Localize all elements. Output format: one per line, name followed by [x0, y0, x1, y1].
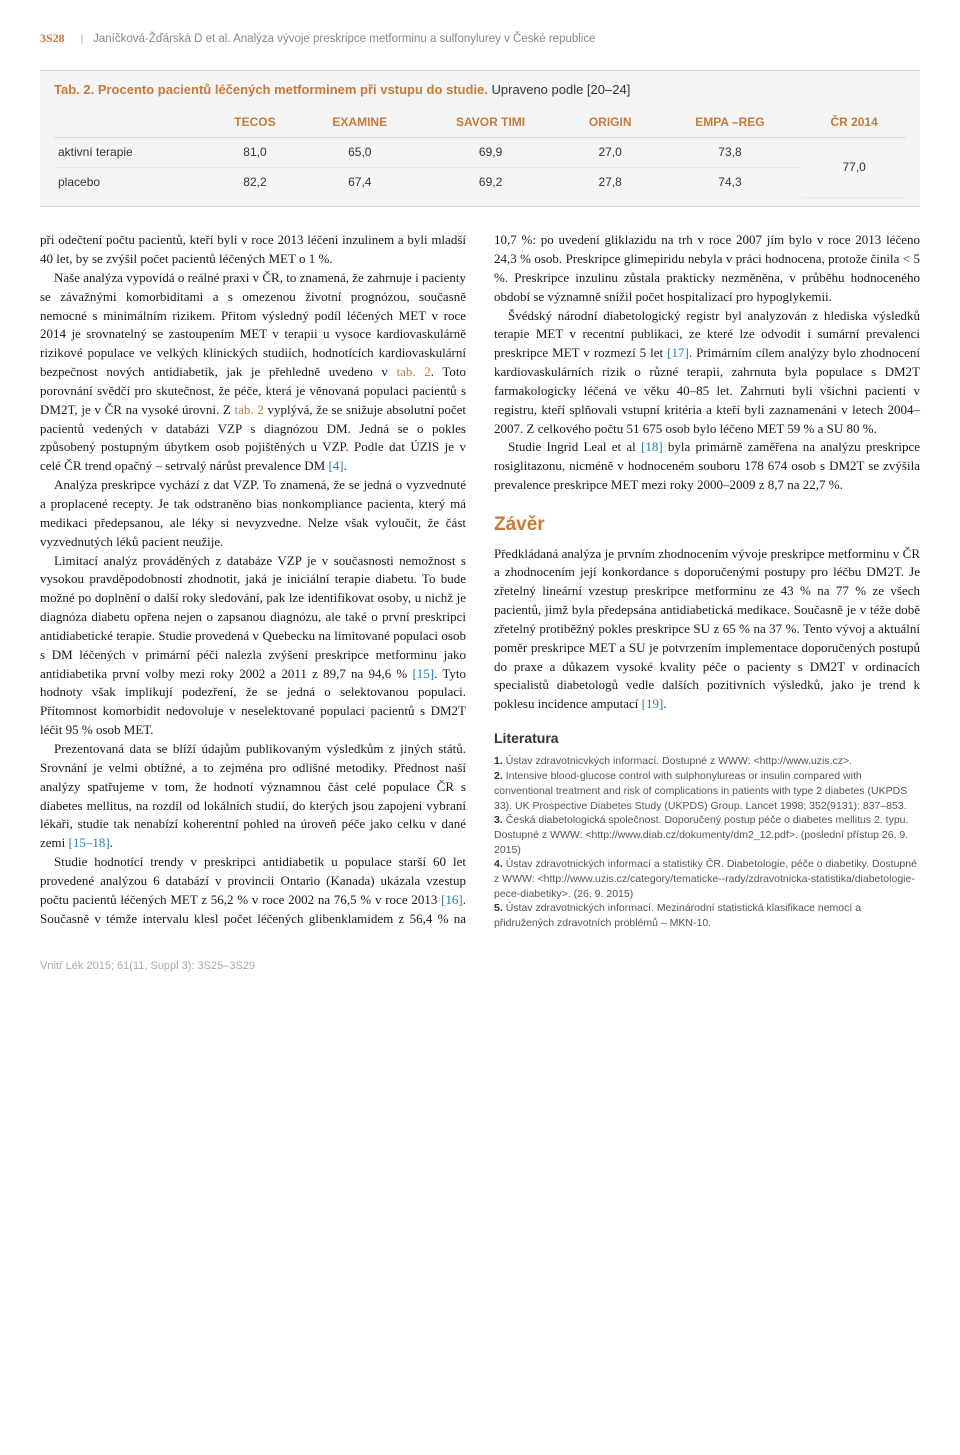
header-divider: |	[81, 30, 83, 47]
paragraph: Švédský národní diabetologický registr b…	[494, 307, 920, 439]
ref-citation: [15]	[412, 666, 434, 681]
literature-item: 5. Ústav zdravotnických informací. Mezin…	[494, 901, 920, 930]
ref-citation: [18]	[641, 439, 663, 454]
cell: 67,4	[301, 168, 418, 198]
cell: placebo	[54, 168, 209, 198]
table-note: Upraveno podle [20–24]	[492, 82, 631, 97]
cell: 65,0	[301, 137, 418, 167]
paragraph: při odečtení počtu pacientů, kteří byli …	[40, 231, 466, 269]
ref-citation: [19]	[642, 696, 664, 711]
ref-table: tab. 2	[396, 364, 430, 379]
literature-item: 3. Česká diabetologická společnost. Dopo…	[494, 813, 920, 857]
table-caption: Tab. 2. Procento pacientů léčených metfo…	[54, 81, 906, 100]
literature-item: 2. Intensive blood-glucose control with …	[494, 769, 920, 813]
page-header: 3S28 | Janíčková-Žďárská D et al. Analýz…	[40, 30, 920, 48]
body-columns: při odečtení počtu pacientů, kteří byli …	[40, 231, 920, 931]
paragraph: Předkládaná analýza je prvním zhodnocení…	[494, 545, 920, 715]
cell: 81,0	[209, 137, 301, 167]
col-header: ČR 2014	[802, 108, 906, 138]
ref-table: tab. 2	[235, 402, 264, 417]
ref-citation: [16]	[441, 892, 463, 907]
paragraph: Naše analýza vypovídá o reálné praxi v Č…	[40, 269, 466, 476]
cell: 27,8	[563, 168, 658, 198]
section-heading-zaver: Závěr	[494, 511, 920, 539]
table-row: aktivní terapie 81,0 65,0 69,9 27,0 73,8…	[54, 137, 906, 167]
paragraph: Limitací analýz prováděných z databáze V…	[40, 552, 466, 740]
table-container: Tab. 2. Procento pacientů léčených metfo…	[40, 70, 920, 208]
footer-citation: Vnitř Lék 2015; 61(11, Suppl 3): 3S25–3S…	[40, 959, 920, 975]
cell: 69,2	[418, 168, 562, 198]
table-header-row: TECOS EXAMINE SAVOR TIMI ORIGIN EMPA –RE…	[54, 108, 906, 138]
col-header	[54, 108, 209, 138]
ref-citation: [17]	[667, 345, 689, 360]
ref-citation: [4]	[328, 458, 343, 473]
col-header: TECOS	[209, 108, 301, 138]
header-author-title: Janíčková-Žďárská D et al. Analýza vývoj…	[93, 31, 595, 48]
paragraph: Studie Ingrid Leal et al [18] byla primá…	[494, 438, 920, 495]
data-table: TECOS EXAMINE SAVOR TIMI ORIGIN EMPA –RE…	[54, 108, 906, 199]
paragraph: Prezentovaná data se blíží údajům publik…	[40, 740, 466, 853]
cell: 82,2	[209, 168, 301, 198]
paragraph: Analýza preskripce vychází z dat VZP. To…	[40, 476, 466, 551]
literature-item: 1. Ústav zdravotnicvkých informací. Dost…	[494, 754, 920, 769]
cell: 27,0	[563, 137, 658, 167]
literature-item: 4. Ústav zdravotnických informací a stat…	[494, 857, 920, 901]
col-header: EMPA –REG	[658, 108, 803, 138]
table-caption-text: Tab. 2. Procento pacientů léčených metfo…	[54, 82, 488, 97]
cell: 69,9	[418, 137, 562, 167]
col-header: ORIGIN	[563, 108, 658, 138]
cell: 74,3	[658, 168, 803, 198]
ref-citation: [15–18]	[69, 835, 110, 850]
cell: aktivní terapie	[54, 137, 209, 167]
table-row: placebo 82,2 67,4 69,2 27,8 74,3	[54, 168, 906, 198]
subsection-heading-literatura: Literatura	[494, 728, 920, 748]
col-header: SAVOR TIMI	[418, 108, 562, 138]
page-number: 3S28	[40, 30, 65, 47]
col-header: EXAMINE	[301, 108, 418, 138]
cell: 73,8	[658, 137, 803, 167]
cell-merged: 77,0	[802, 137, 906, 197]
